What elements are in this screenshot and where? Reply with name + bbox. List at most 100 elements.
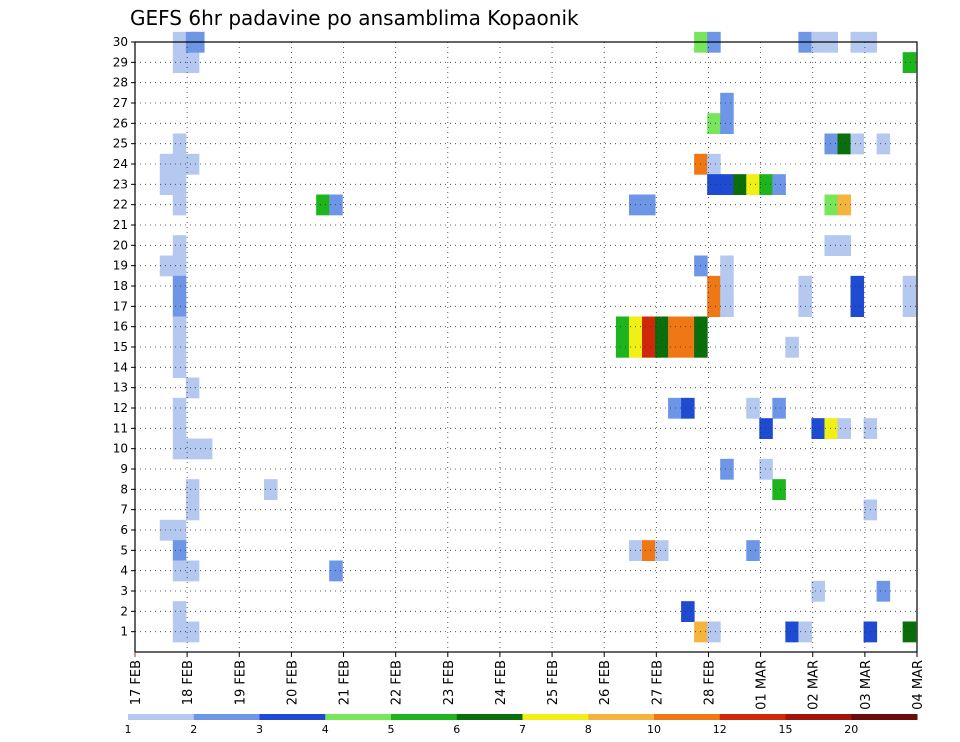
heatmap-cell [902,275,917,297]
heatmap-cell [707,153,721,175]
colorbar-label: 10 [647,723,661,736]
heatmap-cell [172,397,187,419]
y-tick-label: 3 [120,584,128,598]
y-tick-label: 13 [113,381,128,395]
colorbar-segment [259,714,326,720]
heatmap-cell [185,52,200,73]
heatmap-cell [172,540,187,561]
y-tick-label: 15 [113,340,128,354]
heatmap-cell [641,540,656,561]
heatmap-cell [172,560,187,582]
y-tick-label: 27 [113,96,128,110]
heatmap-cell [733,174,747,195]
y-tick-label: 9 [120,462,128,476]
heatmap-cell [185,479,200,500]
heatmap-cell [876,133,891,155]
heatmap-cell [759,418,773,439]
heatmap-cell [172,621,187,643]
heatmap-cell [681,397,695,419]
heatmap-cell [811,418,825,439]
colorbar-segment [456,714,523,720]
heatmap-cell [172,153,187,175]
colorbar-segment [391,714,458,720]
x-tick-label: 01 MAR [755,660,770,710]
x-tick-label: 20 FEB [285,660,300,705]
y-tick-label: 30 [113,35,128,49]
colorbar-label: 8 [585,723,592,736]
heatmap-cell [720,255,734,277]
heatmap-cell [746,174,760,195]
colorbar-label: 4 [322,723,329,736]
heatmap-cell [172,52,187,73]
heatmap-cell [902,621,917,643]
y-tick-label: 23 [113,177,128,191]
heatmap-cell [172,133,187,155]
y-tick-label: 22 [113,198,128,212]
heatmap-cell [172,174,187,195]
chart-title: GEFS 6hr padavine po ansamblima Kopaonik [130,6,579,30]
y-tick-label: 14 [113,360,128,374]
heatmap-cell [837,235,852,256]
heatmap-cell [772,397,786,419]
heatmap-cell [824,133,838,155]
y-tick-label: 26 [113,116,128,130]
heatmap-cell [316,194,330,216]
colorbar-segment [193,714,260,720]
heatmap-cell [681,336,695,358]
heatmap-cell [707,113,721,134]
colorbar-label: 1 [125,723,132,736]
y-tick-label: 24 [113,157,128,171]
x-tick-label: 22 FEB [390,660,405,705]
heatmap-cell [172,601,187,622]
colorbar-label: 5 [388,723,395,736]
colorbar-label: 7 [519,723,526,736]
y-tick-label: 20 [113,238,128,252]
heatmap-cell [185,153,200,175]
colorbar-segment [654,714,721,720]
x-tick-label: 23 FEB [442,660,457,705]
heatmap-cell [641,336,656,358]
colorbar-segment [719,714,786,720]
heatmap-cell [720,174,734,195]
heatmap-cell [785,621,799,643]
heatmap-cell [707,275,721,297]
heatmap-cell [850,133,865,155]
heatmap-cell [772,479,786,500]
heatmap-cell [759,174,773,195]
y-tick-label: 29 [113,55,128,69]
heatmap-cell [746,540,760,561]
colorbar-label: 15 [779,723,793,736]
x-tick-label: 02 MAR [807,660,822,710]
heatmap-cell [850,275,865,297]
heatmap-cell [172,438,187,460]
colorbar-segment [325,714,392,720]
heatmap-cell [707,296,721,317]
heatmap-cell [824,235,838,256]
heatmap-cell [902,52,917,73]
heatmap-cell [720,296,734,317]
y-tick-label: 1 [120,625,128,639]
heatmap-cell [668,397,682,419]
heatmap-cell [172,296,187,317]
heatmap-cell [850,296,865,317]
x-tick-label: 18 FEB [181,660,196,705]
y-tick-label: 11 [113,421,128,435]
heatmap-cell [837,418,852,439]
y-tick-label: 17 [113,299,128,313]
x-tick-label: 26 FEB [598,660,613,705]
x-tick-label: 03 MAR [859,660,874,710]
heatmap-cell [876,580,891,602]
x-tick-label: 19 FEB [233,660,248,705]
y-tick-label: 4 [120,564,128,578]
y-tick-label: 21 [113,218,128,232]
heatmap-cell [641,316,656,338]
heatmap-cell [172,418,187,439]
heatmap-cell [185,377,200,399]
x-tick-label: 28 FEB [702,660,717,705]
heatmap-cell [185,499,200,521]
heatmap-cell [655,540,669,561]
y-tick-label: 28 [113,76,128,90]
x-tick-label: 17 FEB [129,660,144,705]
heatmap-cell [720,113,734,134]
